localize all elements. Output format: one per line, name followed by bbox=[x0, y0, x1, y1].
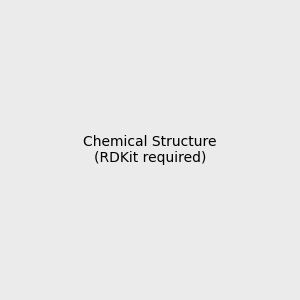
Text: Chemical Structure
(RDKit required): Chemical Structure (RDKit required) bbox=[83, 135, 217, 165]
